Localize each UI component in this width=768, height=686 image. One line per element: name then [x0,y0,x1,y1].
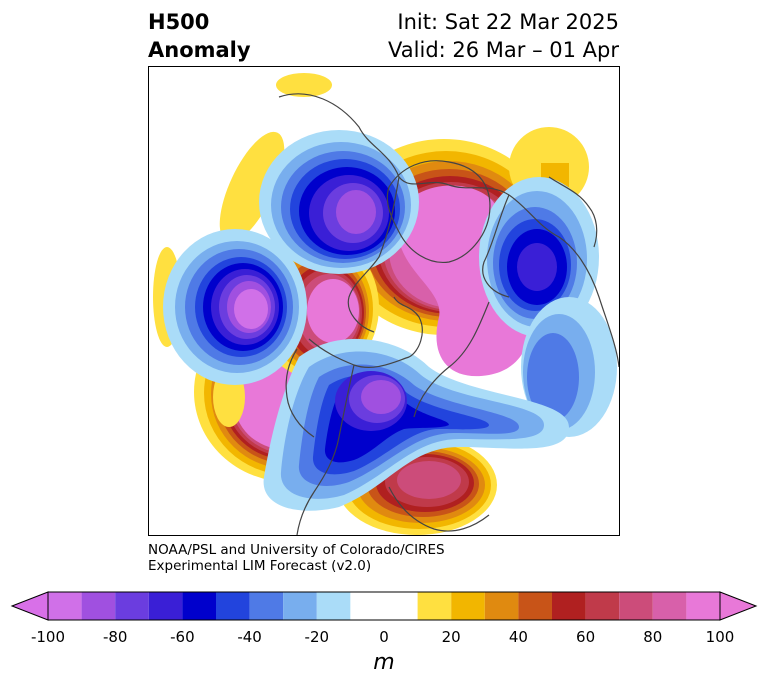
colorbar-tick-label: -20 [304,628,330,646]
coastline-alaska [285,348,315,438]
coastline-africa [388,486,490,532]
colorbar-segment [619,592,653,620]
colorbar-segment [417,592,452,620]
coastline-scandinavia [482,194,510,298]
colorbar-segment [148,592,183,620]
colorbar [10,591,758,621]
title-type: Anomaly [148,38,251,62]
coastline-asia-east [413,301,490,418]
colorbar-segment [316,592,351,620]
colorbar-segment [518,592,552,620]
colorbar-unit: m [373,650,395,675]
colorbar-segments [48,592,720,620]
map-panel [148,66,620,536]
colorbar-tick-label: 40 [508,628,528,646]
colorbar-low-extend [10,591,49,621]
colorbar-segment [686,592,720,620]
anomaly-negative-north-america [263,338,569,511]
colorbar-tick-label: -100 [30,628,66,646]
colorbar-tick-label: 60 [576,628,596,646]
colorbar-tick-label: -80 [102,628,128,646]
colorbar-outline [47,591,721,621]
colorbar-tick-label: -60 [170,628,195,646]
colorbar-segment [48,592,82,620]
colorbar-tick-label: 80 [643,628,663,646]
colorbar-segment [484,592,519,620]
colorbar-segment [283,592,317,620]
anomaly-negative-east-atlantic [521,297,617,437]
title-left: H500 Anomaly [148,8,251,64]
coastline-europe [347,176,400,333]
colorbar-tick-label: 20 [441,628,461,646]
anomaly-negative-arctic [259,130,419,274]
coastline-north-america-east [296,364,355,535]
colorbar-segment [585,592,620,620]
colorbar-segment [249,592,284,620]
colorbar-high-extend [719,591,758,621]
coastline-greenland [386,160,491,264]
init-date: Init: Sat 22 Mar 2025 [397,10,619,34]
valid-dates: Valid: 26 Mar – 01 Apr [388,38,619,62]
title-variable: H500 [148,10,210,34]
colorbar-tick-label: -40 [237,628,262,646]
colorbar-segment [115,592,149,620]
colorbar-segment [350,592,418,620]
colorbar-segment [182,592,216,620]
colorbar-segment [451,592,485,620]
title-right: Init: Sat 22 Mar 2025 Valid: 26 Mar – 01… [388,8,619,64]
anomaly-map [153,73,619,535]
colorbar-segment [652,592,687,620]
credit-line2: Experimental LIM Forecast (v2.0) [148,558,372,574]
credit-line1: NOAA/PSL and University of Colorado/CIRE… [148,542,445,558]
colorbar-tick-label: 100 [705,628,735,646]
coastlines [278,93,619,535]
colorbar-tick-label: 0 [379,628,389,646]
colorbar-segment [81,592,116,620]
coastline-north-america [308,296,423,369]
colorbar-segment [552,592,586,620]
coastline-india [548,176,598,248]
coastline-eurasia [278,93,619,368]
anomaly-negative-central-pacific [163,229,307,385]
credit-text: NOAA/PSL and University of Colorado/CIRE… [148,542,445,574]
colorbar-segment [216,592,250,620]
